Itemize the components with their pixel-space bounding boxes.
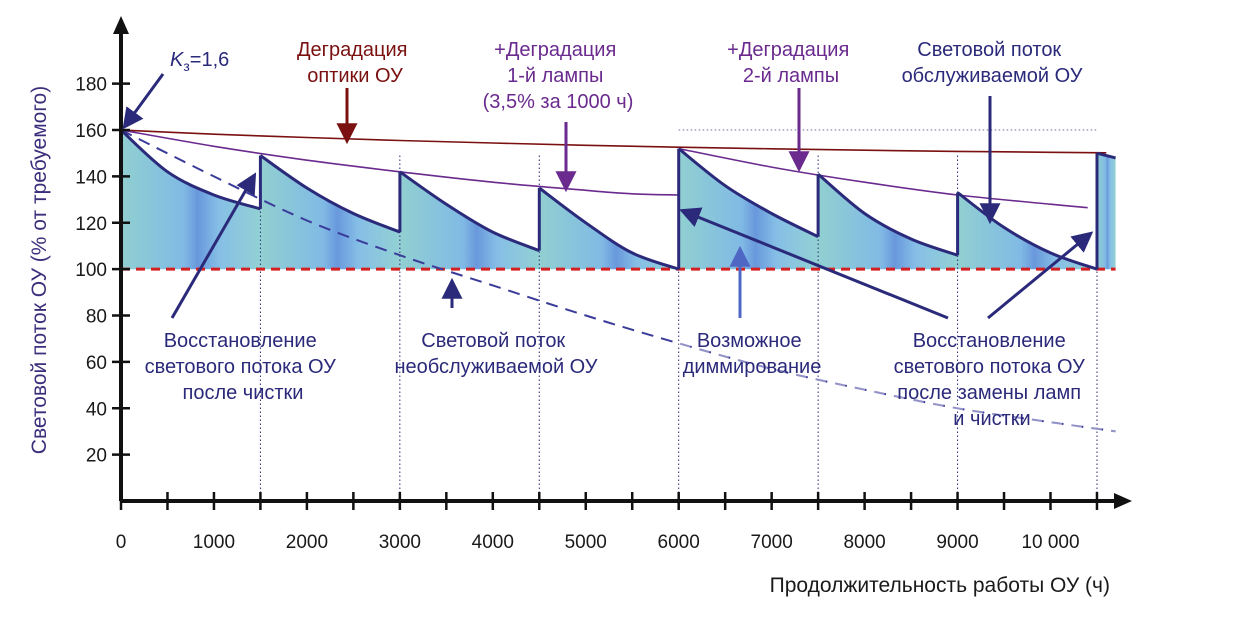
fill-segment-0	[121, 130, 261, 270]
relamp-label-line-1: Восстановление	[913, 330, 1066, 352]
series-unserviced-fade	[678, 342, 1116, 433]
x-tick-label-2: 2000	[286, 532, 328, 553]
relamp-label-line-3: после замены ламп	[897, 382, 1081, 404]
optics-label-line-1: Деградация	[297, 39, 407, 61]
fill-segment-5	[818, 174, 958, 270]
unserviced-label: Световой поток необслуживаемой ОУ	[394, 330, 597, 378]
dimming-label: Возможное диммирование	[683, 330, 822, 378]
unserviced-label-line-1: Световой поток	[421, 330, 565, 352]
lamp2-label-line-2: 2-й лампы	[743, 65, 839, 87]
relamp-label-line-2: светового потока ОУ	[894, 356, 1086, 378]
fill-segment-3	[539, 188, 679, 270]
annotation-arrows	[122, 73, 1094, 320]
k3-label-rest: =1,6	[190, 49, 229, 71]
lamp1-label-line-3: (3,5% за 1000 ч)	[483, 91, 634, 113]
lamp2-label: +Деградация 2-й лампы	[727, 39, 855, 87]
y-axis-arrow	[113, 16, 129, 34]
serviced-label-line-1: Световой поток	[917, 39, 1061, 61]
y-tick-label-7: 160	[75, 121, 107, 142]
x-tick-label-6: 6000	[658, 532, 700, 553]
cleaning-label: Восстановление светового потока ОУ после…	[145, 330, 342, 404]
lamp1-label-line-2: 1-й лампы	[507, 65, 603, 87]
x-tick-label-4: 4000	[472, 532, 514, 553]
fill-segment-7	[1097, 153, 1116, 270]
dimming-arrow-diag	[679, 207, 949, 320]
series-lamp1	[120, 129, 679, 196]
series-serviced	[119, 128, 1116, 271]
series-unserviced	[120, 129, 1116, 433]
y-tick-label-2: 60	[86, 353, 107, 374]
k3-label-k: K	[170, 49, 185, 71]
serviced-label: Световой поток обслуживаемой ОУ	[902, 39, 1083, 87]
y-tick-label-1: 40	[86, 399, 107, 420]
cleaning-label-line-2: светового потока ОУ	[145, 356, 337, 378]
y-tick-label-4: 100	[75, 260, 107, 281]
x-tick-label-3: 3000	[379, 532, 421, 553]
relamp-label: Восстановление светового потока ОУ после…	[894, 330, 1091, 430]
tick-layer: 0 1000 2000 3000 4000 5000 6000 7000 8000 9000 10 …	[75, 75, 1099, 553]
relamp-arrow	[987, 231, 1094, 320]
cleaning-label-line-1: Восстановление	[164, 330, 317, 352]
x-axis-arrow	[1114, 493, 1132, 509]
y-axis-title: Световой поток ОУ (% от требуемого)	[28, 86, 51, 454]
serviced-label-line-2: обслуживаемой ОУ	[902, 65, 1083, 87]
y-tick-label-0: 20	[86, 446, 107, 467]
k3-label-sub: з	[183, 58, 189, 74]
unserviced-label-line-2: необслуживаемой ОУ	[394, 356, 597, 378]
x-tick-label-7: 7000	[751, 532, 793, 553]
y-tick-label-6: 140	[75, 167, 107, 188]
annotation-labels: Kз=1,6 Деградация оптики ОУ +Деградация …	[145, 39, 1091, 430]
y-tick-label-8: 180	[75, 75, 107, 96]
lamp1-label-line-1: +Деградация	[494, 39, 616, 61]
x-tick-label-8: 8000	[843, 532, 885, 553]
k3-label: Kз=1,6	[170, 49, 229, 74]
x-tick-label-9: 9000	[936, 532, 978, 553]
x-tick-label-1: 1000	[193, 532, 235, 553]
dimming-label-line-1: Возможное	[697, 330, 802, 352]
y-tick-label-5: 120	[75, 214, 107, 235]
relamp-label-line-4: и чистки	[953, 408, 1030, 430]
lamp2-label-line-1: +Деградация	[727, 39, 849, 61]
series-layer	[119, 128, 1116, 433]
series-lamp2	[678, 147, 1088, 209]
fill-segment-1	[260, 155, 400, 270]
fill-segment-6	[957, 192, 1097, 270]
k3-arrow	[122, 73, 165, 130]
optics-label-line-2: оптики ОУ	[307, 65, 403, 87]
series-optics	[120, 129, 1107, 154]
x-tick-label-10: 10 000	[1021, 532, 1079, 553]
lamp1-label: +Деградация 1-й лампы (3,5% за 1000 ч)	[483, 39, 634, 113]
y-tick-label-3: 80	[86, 307, 107, 328]
maintenance-markers	[259, 129, 1098, 493]
axes	[113, 16, 1132, 509]
dimming-label-line-2: диммирование	[683, 356, 822, 378]
x-tick-label-0: 0	[116, 532, 127, 553]
x-tick-label-5: 5000	[565, 532, 607, 553]
optics-label: Деградация оптики ОУ	[297, 39, 413, 87]
x-axis-title: Продолжительность работы ОУ (ч)	[770, 574, 1110, 597]
cleaning-arrow	[170, 172, 257, 319]
cleaning-label-line-3: после чистки	[183, 382, 304, 404]
